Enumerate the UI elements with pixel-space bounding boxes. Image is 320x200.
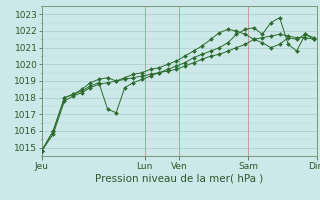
X-axis label: Pression niveau de la mer( hPa ): Pression niveau de la mer( hPa ) [95,173,263,183]
